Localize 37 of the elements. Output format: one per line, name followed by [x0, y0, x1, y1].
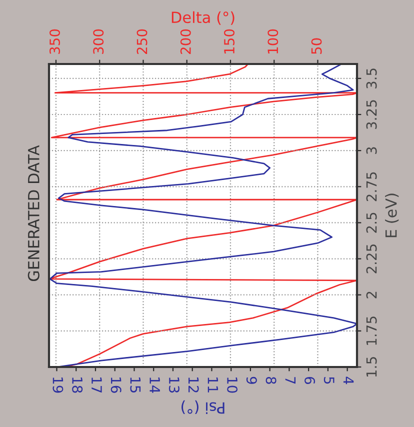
- y-tick-label: 2.5: [366, 212, 377, 233]
- x-tick-label: 4: [343, 376, 354, 384]
- y-tick-label: 1.5: [366, 357, 377, 377]
- y-tick-label: 2.25: [366, 244, 377, 274]
- x2-tick-label: 250: [136, 29, 148, 54]
- x-tick-label: 9: [246, 376, 257, 384]
- x-tick-label: 16: [110, 378, 122, 393]
- x2-tick-label: 50: [311, 38, 322, 54]
- y-tick-label: 2: [366, 292, 377, 298]
- x2-tick-label: 350: [50, 29, 60, 54]
- y-tick-label: 2.75: [366, 172, 377, 202]
- x2-axis-title: Delta (°): [172, 11, 234, 25]
- x-tick-label: 12: [188, 378, 199, 392]
- y-axis-title: E (eV): [385, 194, 399, 238]
- x-tick-label: 7: [285, 377, 296, 384]
- x-tick-label: 5: [324, 377, 334, 384]
- x-tick-label: 10: [227, 378, 238, 393]
- x-tick-label: 15: [130, 378, 141, 392]
- x2-tick-label: 300: [93, 29, 104, 54]
- x-tick-label: 11: [208, 378, 218, 392]
- y-tick-label: 3: [366, 147, 377, 154]
- x-tick-label: 13: [168, 378, 180, 393]
- x-tick-label: 18: [72, 378, 83, 393]
- x-tick-label: 8: [266, 376, 276, 384]
- x2-tick-label: 200: [180, 29, 191, 54]
- x2-tick-label: 150: [224, 29, 235, 54]
- y-tick-label: 3.5: [366, 68, 377, 88]
- y-tick-label: 1.75: [366, 316, 377, 345]
- text: GENERATED DATA: [28, 145, 40, 282]
- x-tick-label: 19: [52, 378, 64, 393]
- x-tick-label: 17: [92, 378, 102, 393]
- line-series: [49, 64, 357, 367]
- x-tick-label: 6: [304, 377, 316, 384]
- x2-tick-label: 100: [268, 29, 278, 54]
- x-tick-label: 14: [150, 378, 160, 393]
- x-axis-title: Psi (°): [182, 400, 224, 414]
- y-tick-label: 3.25: [366, 100, 377, 129]
